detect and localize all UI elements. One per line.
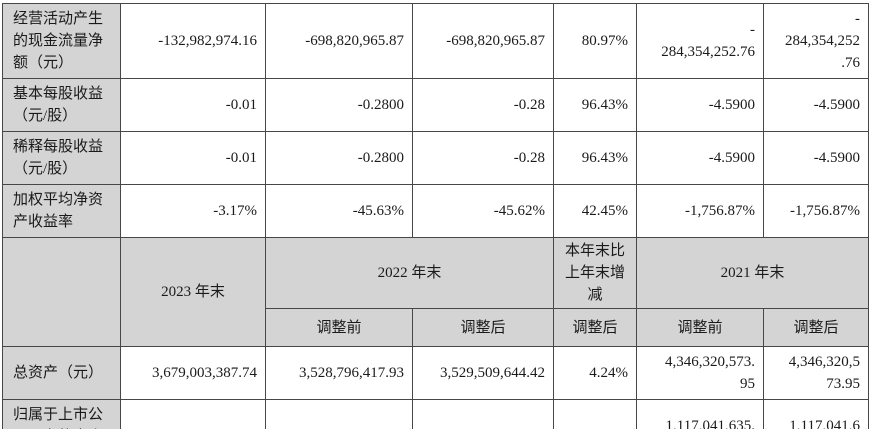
cell-value: 4,346,320,5 73.95 <box>763 346 869 400</box>
table-row-total-assets: 总资产（元） 3,679,003,387.74 3,528,796,417.93… <box>2 346 869 400</box>
row-label: 经营活动产生的现金流量净额（元） <box>2 3 121 79</box>
cell-value: 3,679,003,387.74 <box>120 346 266 400</box>
cell-value: -132,982,974.16 <box>120 3 266 79</box>
cell-value: -3.40% <box>553 399 637 429</box>
cell-value: - 284,354,252.76 <box>636 3 764 79</box>
cell-value: 42.45% <box>553 184 637 238</box>
row-label: 加权平均净资产收益率 <box>2 184 121 238</box>
cell-value: -0.2800 <box>265 78 413 132</box>
table-row-diluted-eps: 稀释每股收益（元/股） -0.01 -0.2800 -0.28 96.43% -… <box>2 131 869 185</box>
cell-value: -0.28 <box>412 78 554 132</box>
cell-value: -4.5900 <box>636 131 764 185</box>
cell-value: -0.01 <box>120 78 266 132</box>
table-row-weighted-roe: 加权平均净资产收益率 -3.17% -45.63% -45.62% 42.45%… <box>2 184 869 238</box>
cell-value: -45.63% <box>265 184 413 238</box>
cell-value: -698,820,965.87 <box>265 3 413 79</box>
cell-value: - 284,354,252 .76 <box>763 3 869 79</box>
cell-value: 80.97% <box>553 3 637 79</box>
cell-value: 4.24% <box>553 346 637 400</box>
row-label: 总资产（元） <box>2 346 121 400</box>
table-header-row: 2023 年末 2022 年末 本年末比上年末增减 2021 年末 <box>2 237 869 347</box>
cell-value: 986,788,328.63 <box>120 399 266 429</box>
row-label: 基本每股收益（元/股） <box>2 78 121 132</box>
header-corner-cell <box>2 237 121 347</box>
cell-value: -698,820,965.87 <box>412 3 554 79</box>
row-label: 归属于上市公司股东的净资产（元） <box>2 399 121 429</box>
header-2022-year-end: 2022 年末 <box>265 237 554 309</box>
cell-value: -0.28 <box>412 131 554 185</box>
cell-value: -1,756.87% <box>636 184 764 238</box>
cell-value: 4,346,320,573. 95 <box>636 346 764 400</box>
cell-value: -0.01 <box>120 131 266 185</box>
header-yoy-change: 本年末比上年末增减 <box>553 237 637 309</box>
subheader-before-adjustment: 调整前 <box>636 308 764 347</box>
cell-value: -4.5900 <box>763 131 869 185</box>
cell-value: 3,529,509,644.42 <box>412 346 554 400</box>
table-row-basic-eps: 基本每股收益（元/股） -0.01 -0.2800 -0.28 96.43% -… <box>2 78 869 132</box>
cell-value: 1,117,041,635. 51 <box>636 399 764 429</box>
cell-value: -3.17% <box>120 184 266 238</box>
cell-value: -0.2800 <box>265 131 413 185</box>
cell-value: -4.5900 <box>636 78 764 132</box>
table-row-net-assets-attributable: 归属于上市公司股东的净资产（元） 986,788,328.63 1,021,17… <box>2 399 869 429</box>
cell-value: -4.5900 <box>763 78 869 132</box>
subheader-before-adjustment: 调整前 <box>265 308 413 347</box>
cell-value: -45.62% <box>412 184 554 238</box>
cell-value: 1,021,538,451.13 <box>412 399 554 429</box>
header-2021-year-end: 2021 年末 <box>636 237 869 309</box>
cell-value: 3,528,796,417.93 <box>265 346 413 400</box>
cell-value: 96.43% <box>553 78 637 132</box>
table-subheader-row: 调整前 调整后 调整后 调整前 调整后 <box>3 308 869 347</box>
key-financial-data-table: 经营活动产生的现金流量净额（元） -132,982,974.16 -698,82… <box>2 3 869 429</box>
subheader-after-adjustment: 调整后 <box>763 308 869 347</box>
subheader-after-adjustment: 调整后 <box>412 308 554 347</box>
cell-value: 96.43% <box>553 131 637 185</box>
cell-value: 1,117,041,6 35.51 <box>763 399 869 429</box>
cell-value: 1,021,174,705.62 <box>265 399 413 429</box>
header-2023-year-end: 2023 年末 <box>120 237 266 347</box>
row-label: 稀释每股收益（元/股） <box>2 131 121 185</box>
subheader-after-adjustment: 调整后 <box>553 308 637 347</box>
cell-value: -1,756.87% <box>763 184 869 238</box>
table-row-operating-cash-flow: 经营活动产生的现金流量净额（元） -132,982,974.16 -698,82… <box>2 3 869 79</box>
